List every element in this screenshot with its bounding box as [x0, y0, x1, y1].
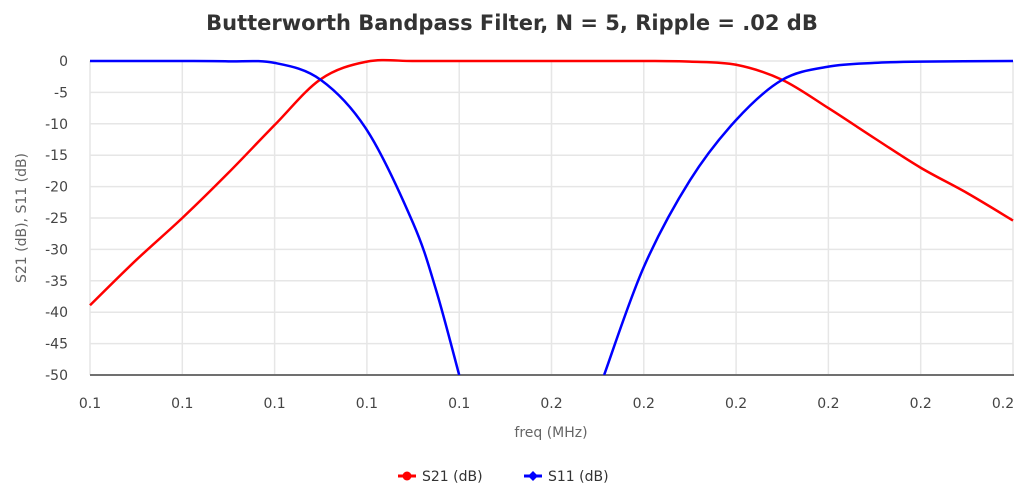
y-tick-label: -50 — [45, 368, 68, 384]
x-axis-label: freq (MHz) — [514, 425, 587, 441]
y-tick-label: -15 — [45, 148, 68, 164]
x-tick-label: 0.1 — [263, 396, 285, 412]
x-tick-label: 0.1 — [79, 396, 101, 412]
x-tick-label: 0.1 — [356, 396, 378, 412]
grid — [89, 60, 1014, 375]
series-line-s11 — [89, 59, 1014, 375]
x-tick-label: 0.2 — [992, 396, 1014, 412]
x-tick-label: 0.2 — [910, 396, 932, 412]
series-line-s21 — [89, 58, 1014, 307]
y-tick-label: -10 — [45, 117, 68, 133]
y-tick-label: -40 — [45, 305, 68, 321]
y-axis-label: S21 (dB), S11 (dB) — [14, 153, 30, 283]
series-lines — [89, 58, 1014, 375]
y-tick-label: -35 — [45, 274, 68, 290]
legend-label: S21 (dB) — [422, 469, 483, 485]
legend-item-s21[interactable]: S21 (dB) — [398, 469, 483, 485]
y-tick-label: -45 — [45, 337, 68, 353]
chart-title: Butterworth Bandpass Filter, N = 5, Ripp… — [206, 11, 818, 35]
x-axis-ticks: 0.1 0.1 0.1 0.1 0.1 0.2 0.2 0.2 0.2 0.2 0.2 — [79, 396, 1014, 412]
x-tick-label: 0.2 — [633, 396, 655, 412]
legend-diamond-marker-icon — [528, 471, 538, 481]
y-tick-label: 0 — [59, 54, 68, 70]
y-axis-ticks: 0 -5 -10 -15 -20 -25 -30 -35 -40 -45 -50 — [45, 54, 68, 384]
x-tick-label: 0.2 — [725, 396, 747, 412]
y-tick-label: -25 — [45, 211, 68, 227]
y-tick-label: -5 — [54, 85, 68, 101]
legend-circle-marker-icon — [402, 471, 412, 481]
x-tick-label: 0.2 — [540, 396, 562, 412]
x-tick-label: 0.1 — [448, 396, 470, 412]
x-tick-label: 0.2 — [817, 396, 839, 412]
x-tick-label: 0.1 — [171, 396, 193, 412]
legend-label: S11 (dB) — [548, 469, 609, 485]
legend-item-s11[interactable]: S11 (dB) — [524, 469, 609, 485]
y-tick-label: -30 — [45, 242, 68, 258]
y-tick-label: -20 — [45, 180, 68, 196]
legend: S21 (dB) S11 (dB) — [398, 469, 609, 485]
